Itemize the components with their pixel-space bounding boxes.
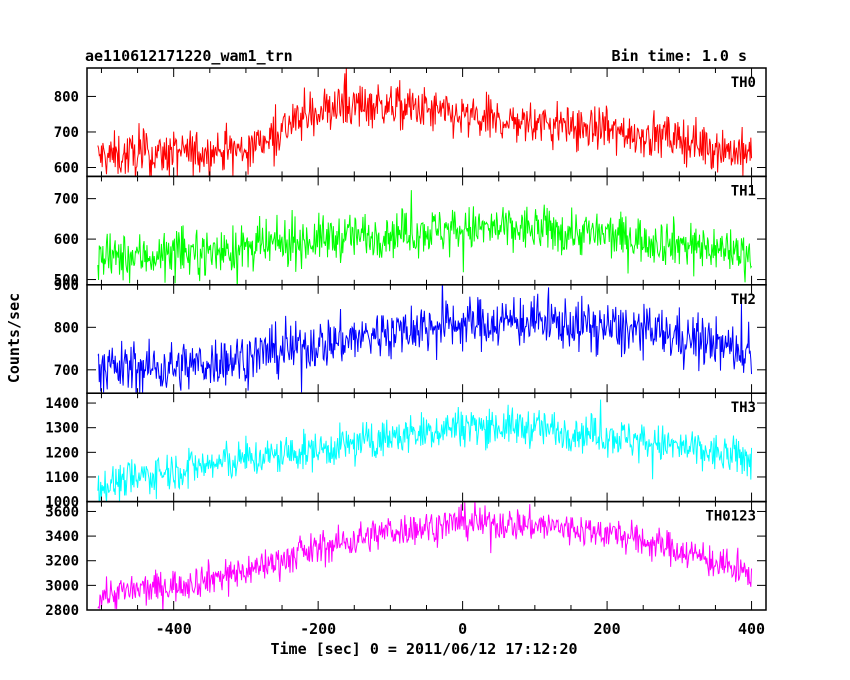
y-tick-label: 700 bbox=[54, 363, 79, 379]
y-tick-label: 3200 bbox=[45, 554, 79, 570]
y-tick-label: 1100 bbox=[45, 470, 79, 486]
x-tick-label: 200 bbox=[594, 620, 621, 638]
y-tick-label: 700 bbox=[54, 192, 79, 208]
y-tick-label: 500 bbox=[54, 273, 79, 289]
bin-time-label: Bin time: 1.0 s bbox=[611, 47, 747, 65]
panel-label-th0: TH0 bbox=[731, 75, 756, 91]
y-tick-label: 2800 bbox=[45, 603, 79, 619]
y-tick-label: 1400 bbox=[45, 396, 79, 412]
y-tick-label: 1200 bbox=[45, 445, 79, 461]
y-tick-label: 1000 bbox=[45, 495, 79, 511]
panel-label-th2: TH2 bbox=[731, 292, 756, 308]
y-tick-label: 700 bbox=[54, 125, 79, 141]
series-line-th0 bbox=[97, 68, 753, 177]
x-tick-label: 400 bbox=[738, 620, 765, 638]
panel-label-th1: TH1 bbox=[731, 183, 756, 199]
y-tick-label: 800 bbox=[54, 320, 79, 336]
y-axis-label: Counts/sec bbox=[5, 292, 23, 384]
series-line-th1 bbox=[97, 190, 752, 285]
panel-label-th3: TH3 bbox=[731, 400, 756, 416]
y-tick-label: 3600 bbox=[45, 504, 79, 520]
x-tick-label: 0 bbox=[458, 620, 467, 638]
y-tick-label: 900 bbox=[54, 278, 79, 294]
y-tick-label: 800 bbox=[54, 89, 79, 105]
y-tick-label: 3400 bbox=[45, 529, 79, 545]
series-line-th2 bbox=[97, 284, 753, 394]
series-line-th0123 bbox=[97, 501, 753, 611]
x-tick-label: -400 bbox=[156, 620, 192, 638]
panel-frame bbox=[86, 500, 767, 611]
y-tick-label: 600 bbox=[54, 161, 79, 177]
y-tick-label: 1300 bbox=[45, 421, 79, 437]
panel-label-th0123: TH0123 bbox=[705, 509, 756, 525]
series-line-th3 bbox=[97, 399, 753, 502]
chart-title: ae110612171220_wam1_trn bbox=[85, 47, 293, 65]
y-tick-label: 600 bbox=[54, 232, 79, 248]
y-tick-label: 3000 bbox=[45, 578, 79, 594]
x-axis-label: Time [sec] 0 = 2011/06/12 17:12:20 bbox=[270, 640, 578, 658]
x-tick-label: -200 bbox=[300, 620, 336, 638]
panel-frame bbox=[86, 175, 767, 286]
